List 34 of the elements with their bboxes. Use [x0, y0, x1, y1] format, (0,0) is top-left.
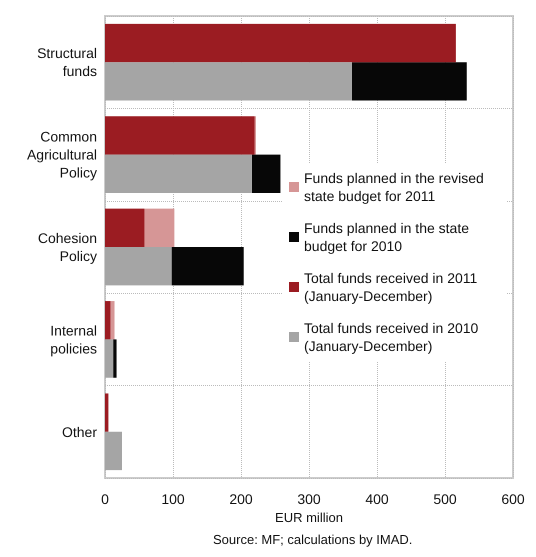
bar [105, 393, 108, 432]
x-tick-label: 0 [101, 491, 110, 507]
bar [105, 208, 144, 247]
bar [105, 154, 252, 193]
y-tick-label: Internal policies [50, 322, 97, 356]
legend-label: Total funds received in 2010 (January-December) [304, 320, 482, 354]
x-tick-label: 100 [161, 491, 185, 507]
bar [105, 301, 110, 340]
x-tick-label: 600 [501, 491, 525, 507]
y-tick-label: Structural funds [37, 45, 97, 80]
bar [105, 432, 122, 470]
bar [252, 154, 280, 193]
bar [105, 62, 352, 101]
bar [144, 208, 174, 247]
y-tick-label: Other [62, 424, 98, 440]
x-tick-label: 500 [433, 491, 457, 507]
legend-label: Total funds received in 2011 (January-December) [304, 270, 482, 304]
bar [105, 24, 456, 62]
bar [105, 116, 255, 155]
x-tick-label: 400 [365, 491, 389, 507]
x-axis-title: EUR million [275, 510, 343, 525]
bar [172, 247, 244, 286]
y-tick-label: Common Agricultural Policy [26, 128, 97, 181]
legend-label: Funds planned in the state budget for 2010 [304, 220, 473, 254]
bar [352, 62, 467, 101]
legend-label: Funds planned in the revised state budget for 2011 [304, 170, 488, 204]
x-tick-label: 200 [229, 491, 253, 507]
bar [105, 339, 114, 378]
bar [110, 301, 115, 340]
bar [113, 339, 117, 378]
source-note: Source: MF; calculations by IMAD. [213, 532, 412, 547]
y-tick-label: Cohesion Policy [38, 230, 97, 264]
x-tick-label: 300 [297, 491, 321, 507]
bar [105, 247, 172, 286]
